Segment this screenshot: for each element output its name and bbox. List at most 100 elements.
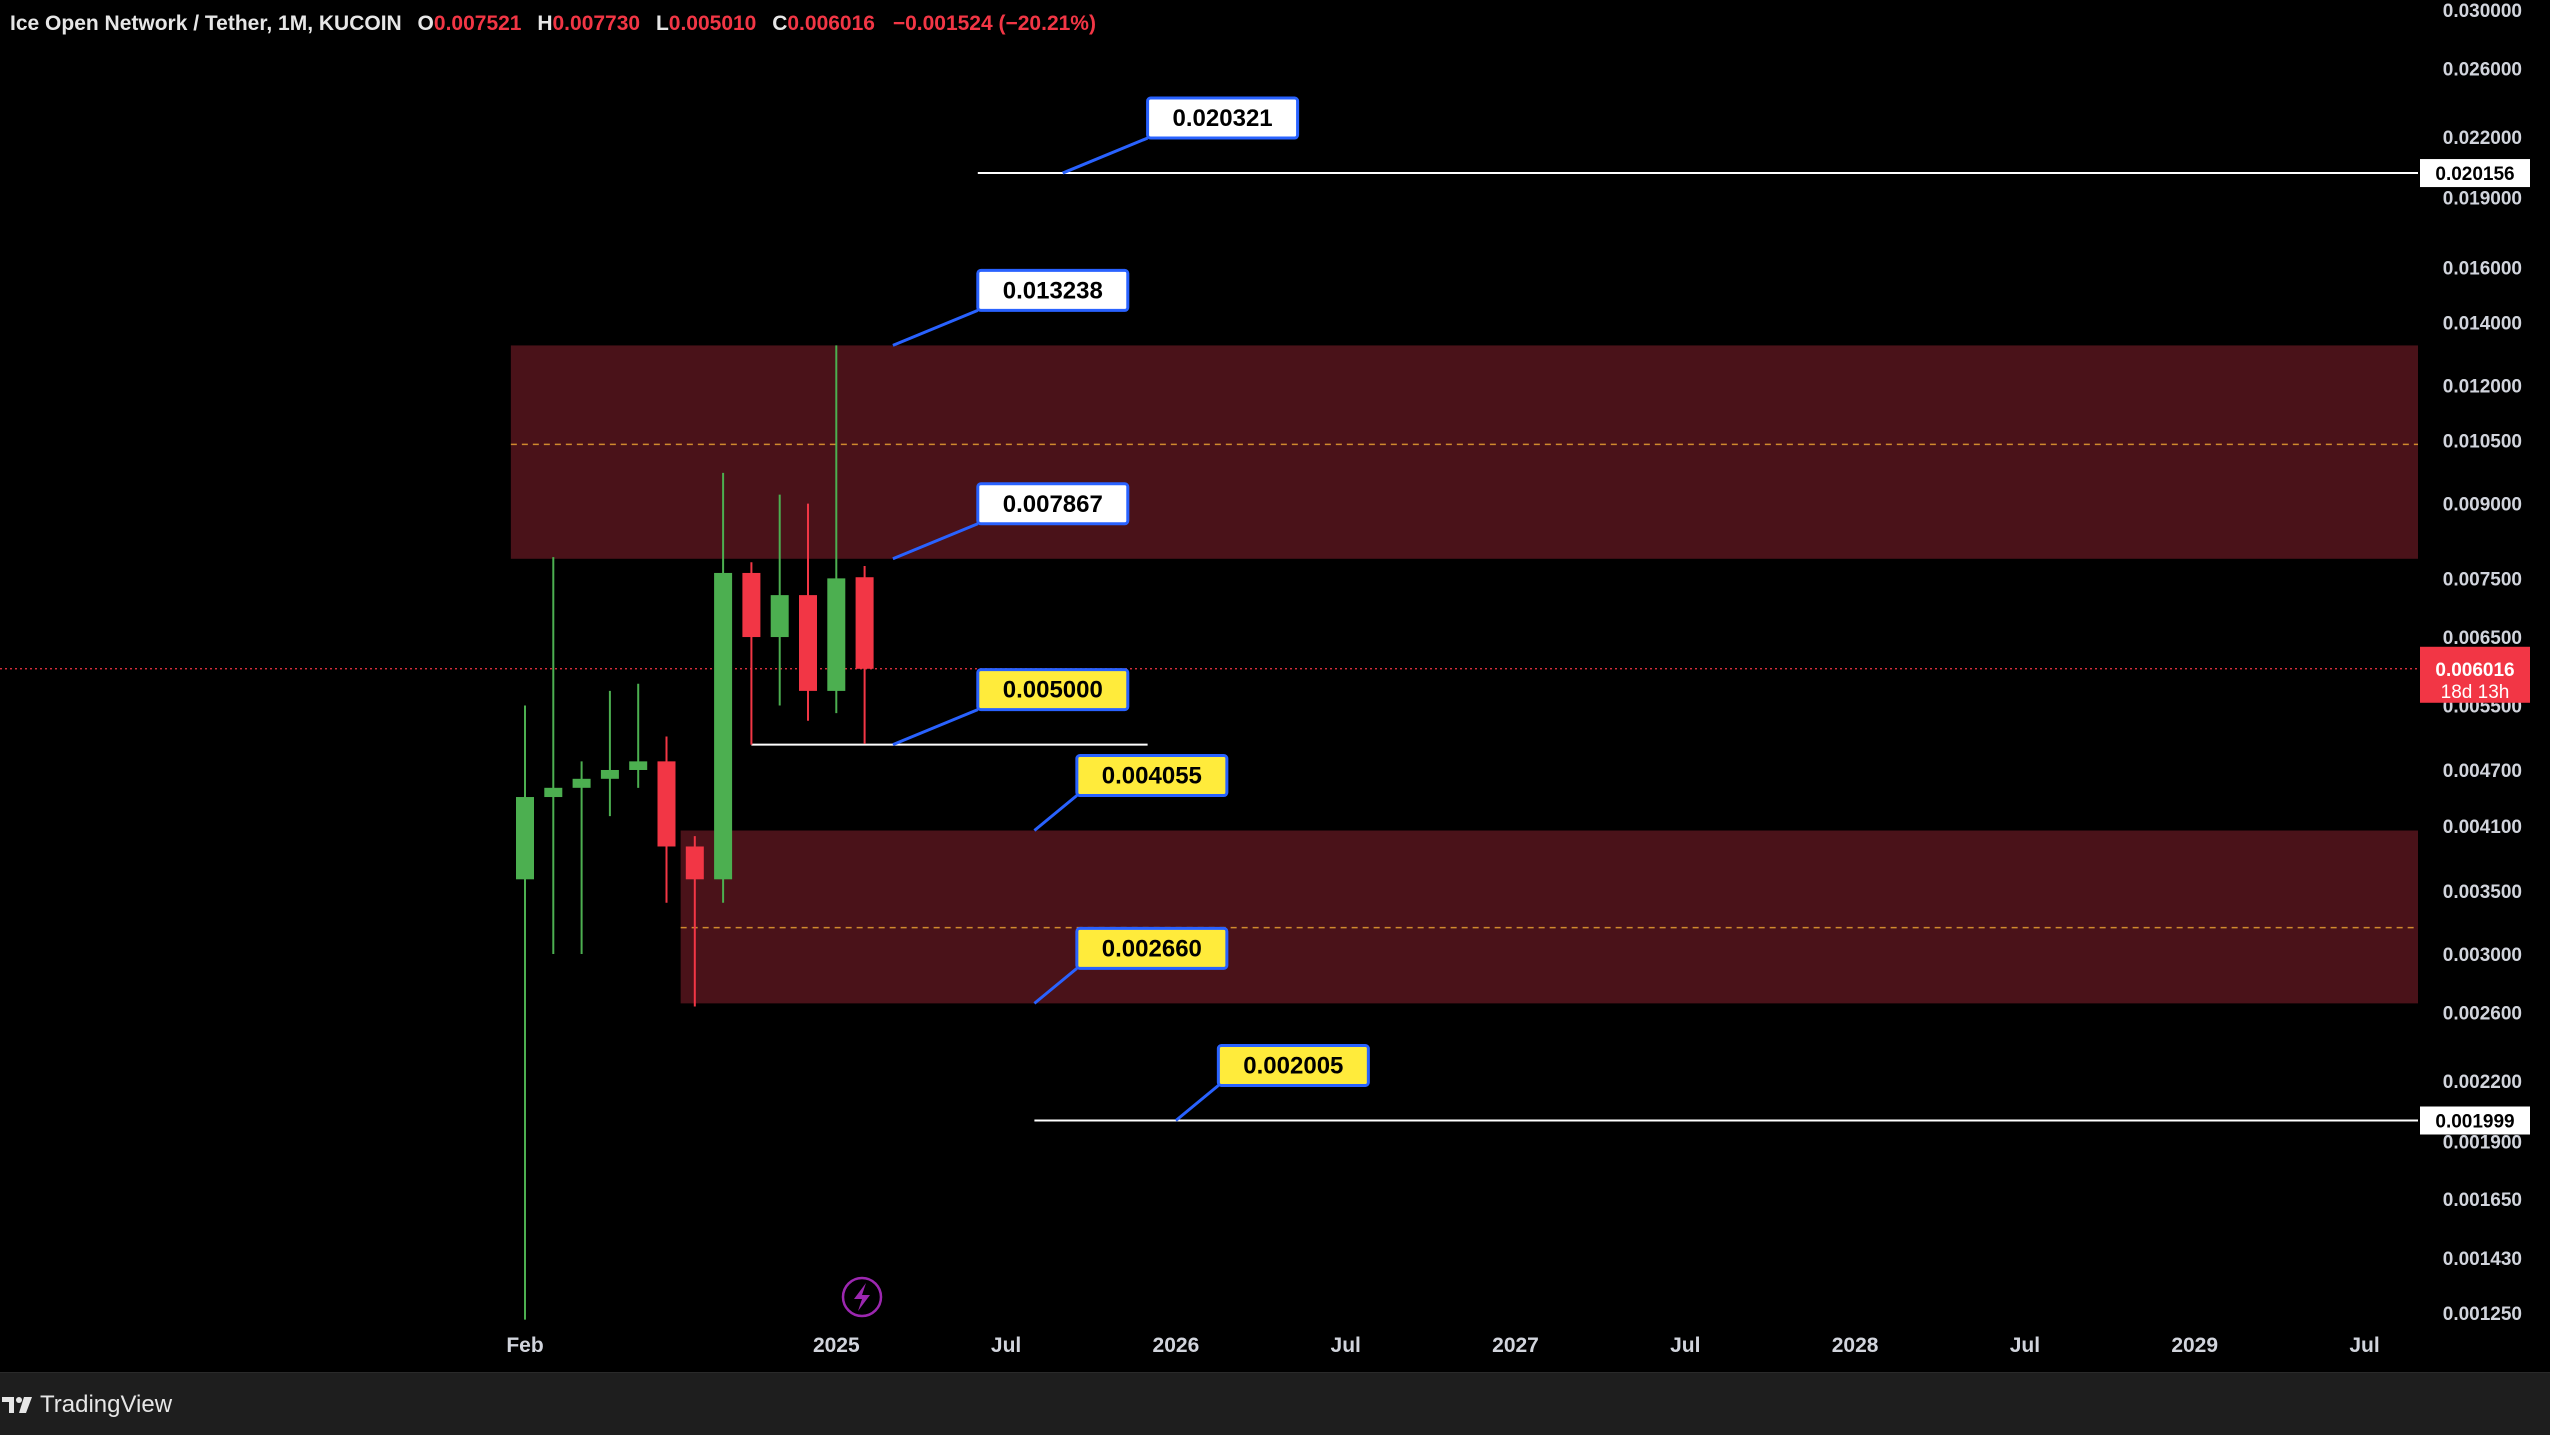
callout-box	[1075, 754, 1229, 798]
x-axis-tick: 2027	[1492, 1334, 1539, 1357]
callout-pointer	[892, 522, 979, 561]
candle-body	[799, 595, 817, 691]
y-axis-tick: 0.003500	[2443, 882, 2522, 903]
axis-price-tag-3	[2420, 1106, 2530, 1135]
candle-body	[685, 846, 704, 880]
candle-body	[714, 572, 733, 880]
candle-3[interactable]	[572, 761, 591, 955]
candle-body	[742, 572, 761, 638]
events-marker[interactable]	[841, 1276, 883, 1318]
x-axis-tick: Jul	[2349, 1334, 2379, 1357]
price-callout-2[interactable]: 0.013238	[892, 268, 1130, 347]
high-value: 0.007730	[552, 12, 641, 35]
candle-body	[600, 769, 619, 779]
candle-8[interactable]	[714, 472, 733, 903]
symbol-title[interactable]: Ice Open Network / Tether, 1M, KUCOIN	[10, 12, 402, 35]
callout-box	[1146, 96, 1300, 140]
price-callout-1[interactable]: 0.020321	[1062, 96, 1300, 175]
y-axis-tick: 0.004100	[2443, 817, 2522, 838]
chart-canvas[interactable]: 0.020321 0.013238 0.007867 0.005000 0.004055…	[0, 0, 2550, 1372]
axis-price-tag-label: 0.001999	[2435, 1112, 2514, 1133]
current-price-countdown: 18d 13h	[2441, 682, 2510, 703]
high-label: H	[537, 12, 553, 35]
y-axis-tick: 0.001250	[2443, 1304, 2522, 1325]
candle-body	[516, 797, 534, 880]
price-callout-6[interactable]: 0.002660	[1033, 926, 1229, 1005]
tradingview-logo-icon	[2, 1397, 32, 1413]
candle-body	[629, 761, 648, 770]
callout-label: 0.002005	[1243, 1053, 1343, 1080]
y-axis-tick: 0.022000	[2443, 128, 2522, 149]
callout-label: 0.007867	[1003, 491, 1103, 518]
candle-body	[770, 595, 789, 638]
callout-box	[1216, 1044, 1370, 1088]
candle-1[interactable]	[516, 705, 534, 1320]
x-axis-tick: 2026	[1153, 1334, 1200, 1357]
footer-bar: TradingView	[0, 1372, 2550, 1435]
axis-price-tag-1	[2420, 159, 2530, 188]
tradingview-brand[interactable]: TradingView	[0, 1391, 172, 1419]
price-callout-7[interactable]: 0.002005	[1174, 1044, 1370, 1122]
price-callout-5[interactable]: 0.004055	[1033, 754, 1229, 832]
close-value: 0.006016	[787, 12, 875, 35]
candle-body	[544, 787, 563, 798]
y-axis-tick: 0.007500	[2443, 569, 2522, 590]
y-axis-tick: 0.006500	[2443, 628, 2522, 649]
callout-box	[1075, 926, 1229, 970]
callout-pointer	[1033, 967, 1078, 1005]
x-axis-tick: Jul	[1331, 1334, 1361, 1357]
candle-body	[657, 761, 676, 847]
candle-2[interactable]	[544, 557, 563, 955]
callout-box	[976, 668, 1130, 712]
candle-10[interactable]	[770, 494, 789, 706]
y-axis-tick: 0.002600	[2443, 1004, 2522, 1025]
candle-11[interactable]	[799, 503, 817, 721]
low-value: 0.005010	[668, 12, 757, 35]
callout-pointer	[1174, 1084, 1220, 1122]
x-axis-tick: 2025	[813, 1334, 860, 1357]
y-axis-tick: 0.003000	[2443, 945, 2522, 966]
price-callout-4[interactable]: 0.005000	[892, 668, 1130, 747]
price-callout-3[interactable]: 0.007867	[892, 482, 1130, 561]
low-label: L	[655, 12, 669, 35]
y-axis-tick: 0.014000	[2443, 313, 2522, 334]
y-axis-tick: 0.009000	[2443, 495, 2522, 516]
x-axis-tick: Jul	[1670, 1334, 1700, 1357]
candle-5[interactable]	[629, 683, 648, 788]
callout-label: 0.020321	[1173, 105, 1273, 132]
callout-label: 0.004055	[1102, 763, 1202, 790]
candle-4[interactable]	[600, 690, 619, 817]
y-axis-tick: 0.012000	[2443, 377, 2522, 398]
callout-pointer	[892, 708, 979, 747]
x-axis-tick: 2028	[1832, 1334, 1879, 1357]
zone-box-1[interactable]	[510, 345, 2419, 559]
candle-12[interactable]	[827, 345, 846, 714]
callout-box	[976, 268, 1130, 312]
x-axis-tick: Feb	[506, 1334, 543, 1357]
y-axis-tick: 0.016000	[2443, 259, 2522, 280]
callout-label: 0.013238	[1003, 277, 1103, 304]
callout-pointer	[1033, 794, 1078, 832]
y-axis-tick: 0.002200	[2443, 1072, 2522, 1093]
y-axis-tick: 0.001900	[2443, 1132, 2522, 1153]
close-label: C	[772, 12, 788, 35]
callout-label: 0.005000	[1003, 677, 1103, 704]
y-axis-tick: 0.026000	[2443, 60, 2522, 81]
candle-9[interactable]	[742, 562, 761, 745]
zone-box-2[interactable]	[680, 830, 2418, 1004]
candle-13[interactable]	[855, 565, 874, 744]
current-price-tag[interactable]	[2420, 646, 2530, 703]
x-axis-tick: Jul	[2010, 1334, 2040, 1357]
open-value: 0.007521	[433, 12, 522, 35]
callout-label: 0.002660	[1102, 935, 1202, 962]
y-axis-tick: 0.019000	[2443, 188, 2522, 209]
candle-6[interactable]	[657, 736, 676, 903]
candle-7[interactable]	[685, 836, 704, 1007]
callout-box	[976, 482, 1130, 526]
y-axis-tick: 0.010500	[2443, 431, 2522, 452]
current-price-value: 0.006016	[2435, 660, 2514, 681]
candle-body	[572, 778, 591, 788]
callout-pointer	[892, 309, 979, 347]
change-value: −0.001524 (−20.21%)	[892, 12, 1096, 35]
